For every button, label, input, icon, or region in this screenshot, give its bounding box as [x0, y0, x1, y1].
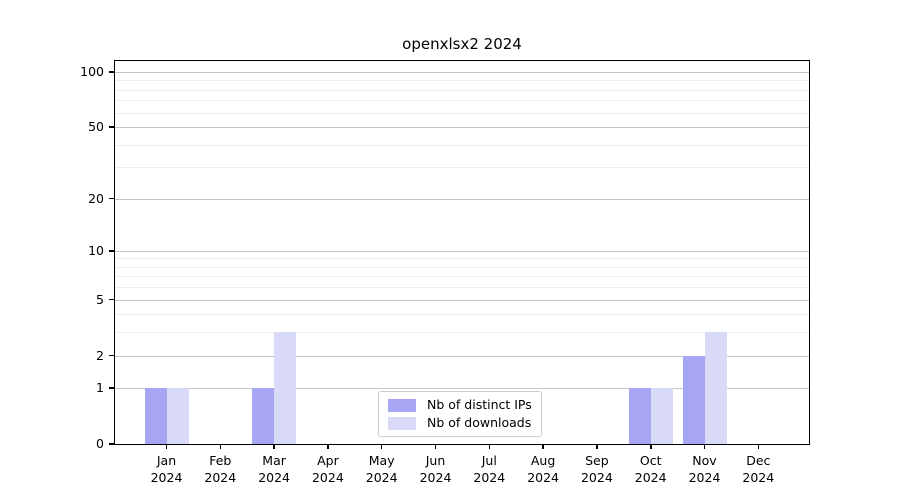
x-axis-tick-label: Nov 2024 — [688, 453, 721, 485]
x-axis-tick-label: Dec 2024 — [742, 453, 775, 485]
y-axis-tick-label: 10 — [88, 242, 104, 258]
gridline-minor — [115, 144, 809, 146]
gridline-minor — [115, 266, 809, 268]
y-axis-tick — [109, 250, 114, 252]
gridline-major — [115, 388, 809, 390]
x-axis-tick-label: Aug 2024 — [527, 453, 559, 485]
x-axis-tick-label: Jul 2024 — [473, 453, 506, 485]
x-axis-tick — [380, 444, 383, 449]
bar-downloads — [274, 332, 297, 444]
gridline-minor — [115, 258, 809, 260]
bar-downloads — [704, 332, 727, 444]
x-axis-tick — [434, 444, 437, 449]
bar-downloads — [166, 388, 189, 444]
gridline-major — [115, 198, 809, 200]
legend-label-downloads: Nb of downloads — [427, 415, 532, 430]
x-axis-tick — [757, 444, 759, 449]
x-axis-tick-label: Mar 2024 — [258, 453, 290, 485]
bar-distinct-ips — [628, 388, 651, 444]
y-axis-tick-label: 1 — [96, 380, 104, 396]
x-axis-tick — [273, 444, 275, 449]
y-axis-tick-label: 0 — [96, 436, 104, 451]
x-axis-tick-label: Sep 2024 — [580, 453, 613, 485]
gridline-major — [115, 250, 809, 252]
x-axis-tick-label: Apr 2024 — [311, 453, 344, 485]
legend-swatch-distinct-ips — [388, 398, 416, 412]
x-axis-tick-label: Oct 2024 — [634, 453, 667, 485]
y-axis-tick — [109, 71, 114, 73]
bar-distinct-ips — [682, 355, 705, 444]
y-axis-tick — [109, 354, 114, 357]
gridline-major — [115, 355, 809, 357]
x-axis-tick — [542, 444, 544, 449]
gridline-minor — [115, 112, 809, 114]
y-axis-tick-label: 20 — [88, 190, 104, 206]
x-axis-tick-label: Feb 2024 — [204, 453, 237, 485]
y-axis-tick-label: 100 — [80, 64, 104, 79]
y-axis-tick-label: 2 — [96, 347, 104, 363]
gridline-minor — [115, 314, 809, 316]
x-axis-tick-label: Jan 2024 — [150, 453, 183, 485]
x-axis-tick — [596, 444, 598, 449]
x-axis-tick — [650, 444, 652, 449]
x-axis-tick — [488, 444, 490, 449]
bar-distinct-ips — [144, 388, 167, 444]
x-axis-tick — [219, 444, 222, 449]
y-axis-tick-label: 5 — [96, 291, 104, 307]
legend: Nb of distinct IPs Nb of downloads — [378, 391, 542, 437]
y-axis-tick — [109, 387, 114, 389]
legend-item-distinct-ips: Nb of distinct IPs — [388, 398, 532, 412]
bar-distinct-ips — [252, 388, 275, 444]
x-axis-tick-label: Jun 2024 — [419, 453, 452, 485]
legend-swatch-downloads — [388, 416, 416, 430]
x-axis-tick — [703, 444, 706, 449]
gridline-minor — [115, 100, 809, 102]
x-axis-tick — [327, 444, 329, 449]
gridline-minor — [115, 332, 809, 334]
chart-title: openxlsx2 2024 — [402, 35, 522, 53]
gridline-minor — [115, 287, 809, 289]
gridline-major — [115, 127, 809, 129]
x-axis-tick-label: May 2024 — [365, 453, 398, 485]
bar-downloads — [650, 388, 673, 444]
legend-label-distinct-ips: Nb of distinct IPs — [427, 397, 532, 412]
gridline-major — [115, 72, 809, 73]
gridline-minor — [115, 80, 809, 82]
y-axis-tick — [109, 197, 114, 200]
gridline-minor — [115, 89, 809, 91]
y-axis-tick — [109, 443, 114, 445]
gridline-minor — [115, 276, 809, 278]
x-axis-tick — [165, 444, 168, 449]
y-axis-tick-label: 50 — [88, 119, 104, 135]
gridline-major — [115, 299, 809, 301]
y-axis-tick — [109, 126, 114, 128]
legend-item-downloads: Nb of downloads — [388, 416, 532, 430]
y-axis-tick — [109, 298, 114, 301]
gridline-minor — [115, 167, 809, 169]
